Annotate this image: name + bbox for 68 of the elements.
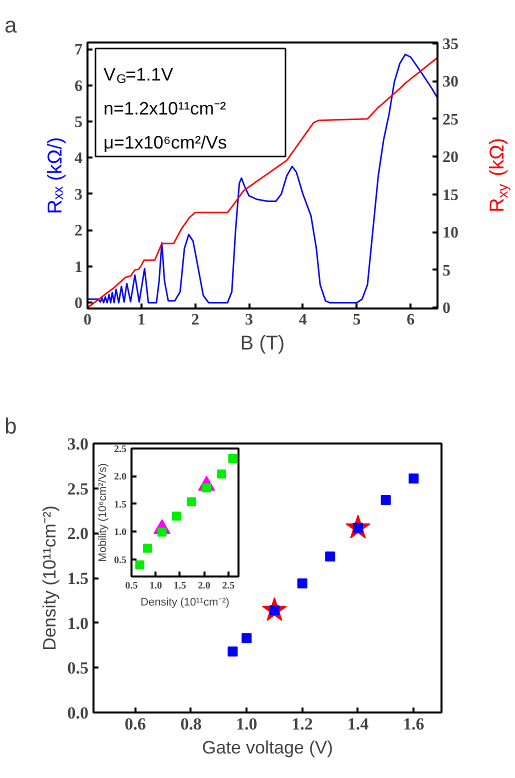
point xyxy=(135,560,144,570)
x-axis-title: Gate voltage (V) xyxy=(202,738,334,758)
point xyxy=(172,512,182,521)
x-tick-label: 2 xyxy=(191,312,200,328)
y2-tick-label: 5 xyxy=(442,262,450,280)
y2-tick-label: 10 xyxy=(442,224,458,242)
x-axis-title: Density (10¹¹cm⁻²) xyxy=(140,596,230,608)
x-tick-label: 1 xyxy=(137,312,146,328)
y2-tick-label: 20 xyxy=(442,149,458,166)
point xyxy=(325,551,336,562)
x-tick-label: 0.6 xyxy=(124,714,146,734)
y2-tick-label: 15 xyxy=(442,186,458,204)
x-tick-label: 2.0 xyxy=(198,580,210,592)
point xyxy=(297,578,308,588)
x-tick-label: 2.5 xyxy=(222,580,235,592)
y-tick-label: 6 xyxy=(74,78,82,95)
y2-axis-title: Rxy (kΩ) xyxy=(486,138,510,212)
y-tick-label: 2.0 xyxy=(114,472,126,483)
annotation: n=1.2x10¹¹cm⁻² xyxy=(104,98,226,118)
y-tick-label: 1 xyxy=(74,258,82,276)
y2-tick-label: 25 xyxy=(442,111,458,128)
y-tick-label: 7 xyxy=(74,42,82,59)
y-tick-label: 1.0 xyxy=(67,614,88,633)
y-tick-label: 1.5 xyxy=(114,499,126,510)
x-tick-label: 3 xyxy=(245,312,254,328)
chart-title: b xyxy=(4,414,17,438)
y-tick-label: 4 xyxy=(74,150,82,168)
x-tick-label: 1.6 xyxy=(403,714,424,734)
y-tick-label: 0.5 xyxy=(67,658,88,678)
x-axis-title: B (T) xyxy=(240,332,285,354)
point xyxy=(380,494,391,505)
y-tick-label: 2 xyxy=(74,222,82,240)
point xyxy=(228,454,238,463)
point xyxy=(217,469,226,478)
y2-tick-label: 0 xyxy=(442,300,450,318)
y-tick-label: 5 xyxy=(74,114,82,132)
x-tick-label: 0.5 xyxy=(125,580,138,592)
x-tick-label: 4 xyxy=(298,312,307,328)
y-tick-label: 0.0 xyxy=(67,704,88,722)
point xyxy=(158,528,166,537)
point xyxy=(228,646,238,657)
x-tick-label: 5 xyxy=(352,312,361,328)
point xyxy=(187,497,196,506)
x-tick-label: 1.2 xyxy=(292,714,313,734)
annotation: μ=1x10⁶cm²/Vs xyxy=(104,132,227,152)
x-tick-label: 1.5 xyxy=(174,580,186,592)
y-axis-title: Rₓₓ (kΩ/) xyxy=(44,137,66,214)
x-tick-label: 1.0 xyxy=(236,714,258,734)
y-tick-label: 0 xyxy=(74,295,82,312)
x-tick-label: 6 xyxy=(406,312,415,328)
y-tick-label: 2.5 xyxy=(114,444,126,455)
y2-tick-label: 35 xyxy=(442,36,458,53)
y2-tick-label: 30 xyxy=(442,74,458,91)
y-tick-label: 3.0 xyxy=(67,434,88,454)
point xyxy=(142,544,152,553)
y-axis-title: Density (10¹¹cm⁻²) xyxy=(39,505,60,651)
y-tick-label: 0.5 xyxy=(114,554,126,566)
y-axis-title: Mobility (10⁶cm²/Vs) xyxy=(97,463,109,562)
point xyxy=(242,633,252,644)
y-tick-label: 1.0 xyxy=(114,527,126,538)
x-tick-label: 0.8 xyxy=(180,714,202,734)
x-tick-label: 1.0 xyxy=(149,580,162,592)
y-tick-label: 3 xyxy=(74,186,82,204)
point xyxy=(408,473,419,484)
y-tick-label: 2.5 xyxy=(67,479,88,498)
chart-title: a xyxy=(4,12,18,38)
x-tick-label: 1.4 xyxy=(347,714,370,734)
y-tick-label: 2.0 xyxy=(67,524,88,544)
